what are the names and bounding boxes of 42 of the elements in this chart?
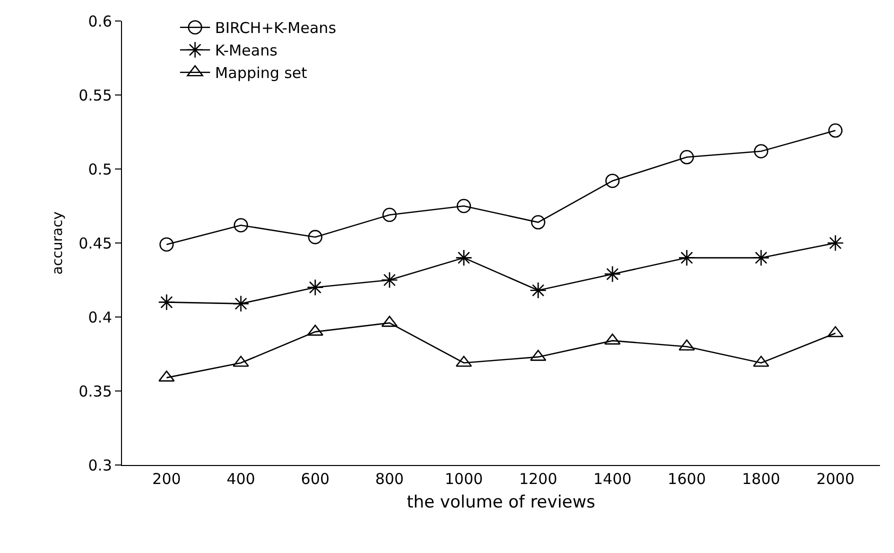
- point: [754, 144, 768, 158]
- y-axis-title: accuracy: [50, 211, 66, 275]
- point: [158, 294, 176, 311]
- legend-label: Mapping set: [215, 64, 308, 82]
- point: [382, 208, 397, 222]
- y-tick-label: 0.6: [88, 12, 112, 30]
- point: [678, 249, 696, 266]
- legend-label: BIRCH+K-Means: [215, 19, 336, 38]
- x-tick-label: 400: [226, 470, 256, 488]
- x-tick-label: 2000: [816, 470, 855, 488]
- point: [826, 234, 844, 252]
- x-tick-label: 1800: [742, 470, 780, 488]
- point: [159, 237, 174, 252]
- y-tick-label: 0.4: [88, 308, 112, 326]
- point: [680, 150, 694, 164]
- point: [455, 249, 472, 266]
- point: [232, 295, 250, 312]
- point: [530, 282, 547, 299]
- x-tick-label: 1000: [444, 470, 483, 488]
- y-tick-label: 0.35: [78, 382, 112, 400]
- x-tick-label: 1200: [519, 470, 558, 488]
- point: [381, 272, 398, 288]
- point: [604, 266, 621, 283]
- point: [605, 174, 620, 188]
- x-tick-label: 800: [375, 470, 404, 488]
- x-tick-label: 1400: [593, 470, 632, 488]
- y-tick-label: 0.3: [88, 456, 112, 474]
- x-tick-label: 600: [300, 470, 330, 488]
- point: [456, 198, 471, 214]
- point: [306, 278, 324, 296]
- x-axis-title: the volume of reviews: [406, 492, 596, 512]
- y-tick-label: 0.55: [78, 86, 112, 104]
- point: [531, 215, 546, 230]
- point: [752, 249, 770, 266]
- point: [308, 230, 322, 244]
- legend-label: K-Means: [215, 42, 278, 60]
- x-tick-label: 200: [152, 470, 181, 488]
- point: [828, 123, 843, 138]
- y-tick-label: 0.45: [78, 234, 112, 252]
- x-tick-label: 1600: [668, 470, 706, 488]
- y-tick-label: 0.5: [88, 160, 112, 178]
- point: [234, 218, 248, 232]
